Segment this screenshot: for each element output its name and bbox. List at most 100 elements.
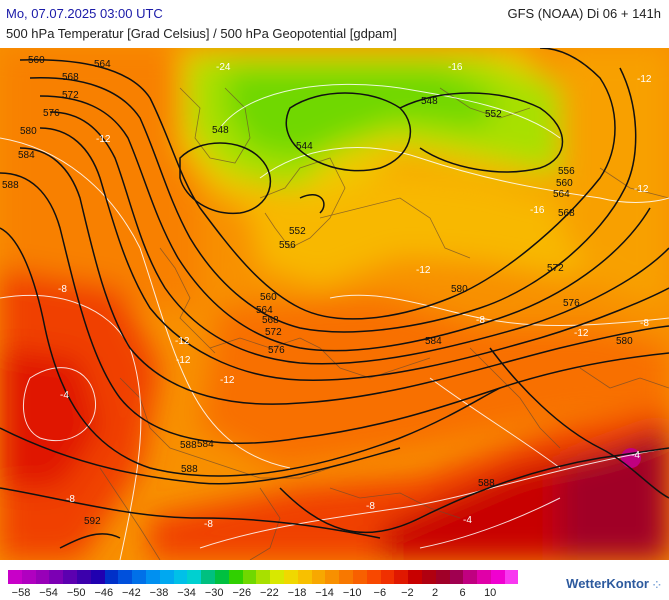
- gp-label: 576: [268, 345, 285, 356]
- gp-label: 588: [2, 180, 19, 191]
- temp-label: -4: [631, 450, 640, 461]
- legend-tick-label: −42: [122, 587, 141, 599]
- gp-label: 560: [28, 55, 45, 66]
- gp-label: 564: [94, 59, 111, 70]
- gp-label: 560: [556, 178, 573, 189]
- legend-tick-label: −54: [39, 587, 58, 599]
- legend-tick-label: −46: [94, 587, 114, 599]
- legend-swatch: [394, 570, 409, 584]
- temp-label: -8: [640, 318, 649, 329]
- temp-label: -12: [574, 328, 589, 339]
- gp-label: 580: [451, 284, 468, 295]
- legend-swatch: [435, 570, 450, 584]
- gp-label: 572: [547, 263, 564, 274]
- legend-swatch: [449, 570, 464, 584]
- legend-tick-label: −14: [315, 587, 334, 599]
- temp-label: -4: [60, 390, 69, 401]
- temp-label: -8: [66, 494, 75, 505]
- gp-label: 568: [558, 208, 575, 219]
- legend-swatch: [145, 570, 160, 584]
- svg-text:588: 588: [478, 478, 495, 489]
- legend-swatch: [490, 570, 505, 584]
- gp-label: 580: [20, 126, 37, 137]
- temp-label: -12: [637, 74, 652, 85]
- legend-tick-label: −26: [232, 587, 252, 599]
- gp-label: 584: [18, 150, 35, 161]
- legend-swatch: [187, 570, 202, 584]
- legend-swatch: [21, 570, 36, 584]
- legend-swatch: [283, 570, 298, 584]
- legend-swatch: [104, 570, 119, 584]
- legend-swatch: [270, 570, 284, 584]
- temp-label: -12: [220, 375, 235, 386]
- legend-swatch: [201, 570, 215, 584]
- legend-swatch: [256, 570, 271, 584]
- temp-label: -8: [366, 501, 375, 512]
- legend-swatch: [339, 570, 353, 584]
- legend-tick-label: 2: [431, 587, 439, 599]
- gp-label: 576: [43, 108, 60, 119]
- map-canvas: 560 564 568 572 576 580 584 588 548 544 …: [0, 48, 669, 560]
- temp-label: -8: [58, 284, 67, 295]
- legend-swatch: [380, 570, 395, 584]
- temp-label: -4: [463, 515, 472, 526]
- gp-label: 584: [425, 336, 442, 347]
- temp-label: -12: [96, 134, 111, 145]
- gp-label: 552: [485, 109, 502, 120]
- legend-tick-label: −10: [342, 587, 362, 599]
- legend-swatch: [421, 570, 436, 584]
- geopotential-labels: 560 564 568 572 576 580 584 588 548 544 …: [2, 55, 633, 527]
- brand-dots-icon: ⁘: [652, 580, 661, 591]
- legend-tick-label: −6: [373, 587, 387, 599]
- legend-tick-label: 6: [459, 587, 466, 599]
- gp-label: 548: [212, 125, 229, 136]
- gp-label: 564: [553, 189, 570, 200]
- temp-label: -8: [476, 315, 485, 326]
- weather-map: 560 564 568 572 576 580 584 588 548 544 …: [0, 48, 669, 560]
- color-legend: −58 −54 −50 −46 −42 −38 −34 −30 −26 −22 −18 −14 −10−…: [0, 560, 669, 600]
- legend-swatch: [118, 570, 133, 584]
- temp-label: -16: [448, 62, 463, 73]
- legend-color-bar: [8, 570, 519, 584]
- gp-label: 556: [279, 240, 296, 251]
- legend-tick-label: −18: [287, 587, 307, 599]
- model-run-label: GFS (NOAA) Di 06 + 141h: [507, 6, 661, 21]
- legend-swatch: [173, 570, 188, 584]
- gp-label: 568: [62, 72, 79, 83]
- gp-label: 548: [421, 96, 438, 107]
- gp-label: 584: [197, 439, 214, 450]
- temp-label: -12: [634, 184, 649, 195]
- legend-tick-label: 10: [484, 587, 497, 599]
- legend-swatch: [35, 570, 50, 584]
- legend-swatch: [297, 570, 312, 584]
- legend-tick-label: −58: [11, 587, 31, 599]
- valid-datetime: Mo, 07.07.2025 03:00 UTC: [6, 6, 163, 21]
- temp-label: -16: [530, 205, 545, 216]
- gp-label: 556: [558, 166, 575, 177]
- field-title: 500 hPa Temperatur [Grad Celsius] / 500 …: [6, 26, 397, 41]
- legend-swatch: [504, 570, 519, 584]
- legend-swatch: [132, 570, 146, 584]
- gp-label: 576: [563, 298, 580, 309]
- temp-label: -12: [416, 265, 431, 276]
- gp-label: 552: [289, 226, 306, 237]
- legend-swatch: [366, 570, 381, 584]
- legend-tick-label: −30: [204, 587, 224, 599]
- gp-label: 592: [84, 516, 101, 527]
- gp-label: 588: [180, 440, 197, 451]
- gp-label: 544: [296, 141, 313, 152]
- gp-label: 568: [262, 315, 279, 326]
- chart-header: Mo, 07.07.2025 03:00 UTC GFS (NOAA) Di 0…: [0, 0, 669, 48]
- legend-swatch: [8, 570, 22, 584]
- legend-swatch: [214, 570, 229, 584]
- temperature-labels: -24 -16 -12 -12 -12 -8 -8 -8 -4 -4 -12 -…: [58, 62, 652, 530]
- temp-label: -12: [175, 336, 190, 347]
- gp-label: 580: [616, 336, 633, 347]
- legend-swatch: [90, 570, 105, 584]
- temp-label: -24: [216, 62, 231, 73]
- legend-swatch: [463, 570, 478, 584]
- legend-tick-label: −38: [149, 587, 169, 599]
- legend-swatch: [76, 570, 91, 584]
- legend-swatch: [49, 570, 64, 584]
- legend-swatch: [311, 570, 326, 584]
